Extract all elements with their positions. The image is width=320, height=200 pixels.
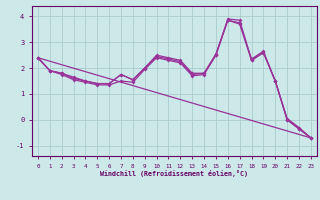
X-axis label: Windchill (Refroidissement éolien,°C): Windchill (Refroidissement éolien,°C) <box>100 170 248 177</box>
